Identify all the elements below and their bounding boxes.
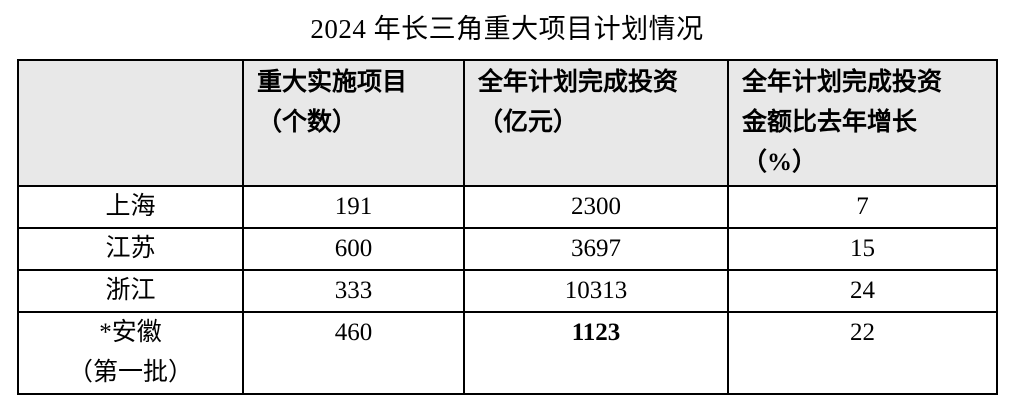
table-row-zhejiang: 浙江 333 10313 24 bbox=[17, 269, 998, 313]
growth-cell: 7 bbox=[727, 185, 998, 229]
region-cell: 江苏 bbox=[17, 227, 244, 271]
projects-cell: 460 bbox=[242, 311, 465, 395]
data-table: 重大实施项目 （个数） 全年计划完成投资 （亿元） 全年计划完成投资 金额比去年… bbox=[17, 59, 998, 395]
investment-cell: 10313 bbox=[463, 269, 729, 313]
investment-cell: 2300 bbox=[463, 185, 729, 229]
header-cell-growth: 全年计划完成投资 金额比去年增长 （%） bbox=[727, 59, 998, 187]
table-row-anhui: *安徽 （第一批） 460 1123 22 bbox=[17, 311, 998, 395]
header-cell-projects: 重大实施项目 （个数） bbox=[242, 59, 465, 187]
projects-cell: 333 bbox=[242, 269, 465, 313]
investment-cell: 1123 bbox=[463, 311, 729, 395]
region-cell: 浙江 bbox=[17, 269, 244, 313]
page-title: 2024 年长三角重大项目计划情况 bbox=[310, 14, 704, 44]
header-row: 重大实施项目 （个数） 全年计划完成投资 （亿元） 全年计划完成投资 金额比去年… bbox=[17, 59, 998, 187]
region-cell: 上海 bbox=[17, 185, 244, 229]
projects-cell: 600 bbox=[242, 227, 465, 271]
growth-cell: 22 bbox=[727, 311, 998, 395]
table-row-jiangsu: 江苏 600 3697 15 bbox=[17, 227, 998, 271]
investment-cell: 3697 bbox=[463, 227, 729, 271]
growth-cell: 24 bbox=[727, 269, 998, 313]
region-cell: *安徽 （第一批） bbox=[17, 311, 244, 395]
header-cell-investment: 全年计划完成投资 （亿元） bbox=[463, 59, 729, 187]
table-row-shanghai: 上海 191 2300 7 bbox=[17, 185, 998, 229]
projects-cell: 191 bbox=[242, 185, 465, 229]
growth-cell: 15 bbox=[727, 227, 998, 271]
header-cell-region bbox=[17, 59, 244, 187]
